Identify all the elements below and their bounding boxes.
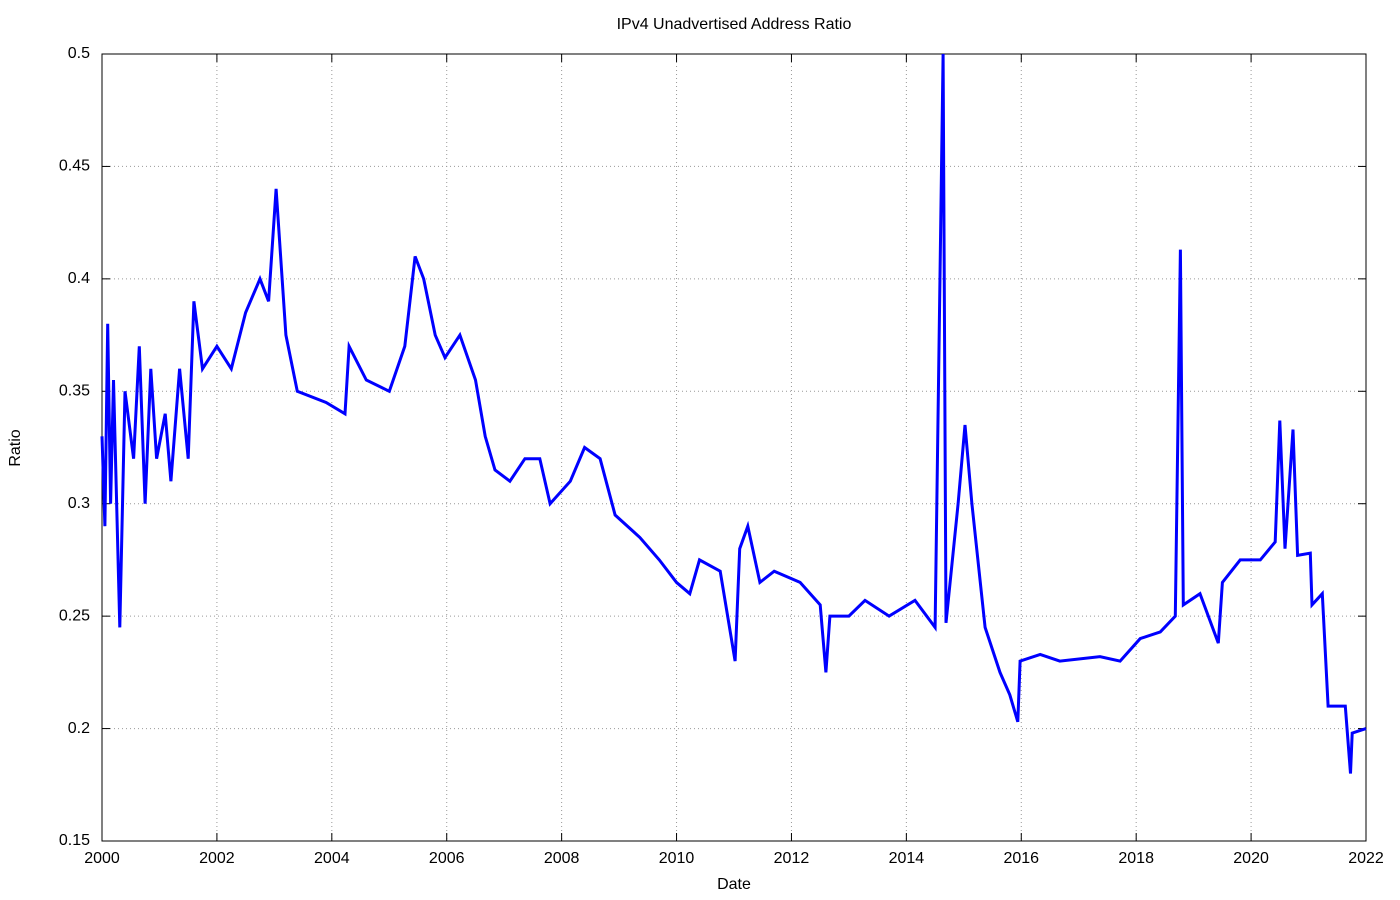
x-tick-label: 2008: [544, 850, 580, 867]
x-tick-label: 2012: [774, 850, 810, 867]
y-tick-label: 0.3: [68, 495, 90, 512]
data-line: [100, 53, 1367, 774]
x-tick-label: 2016: [1003, 850, 1039, 867]
x-axis-label: Date: [717, 876, 751, 893]
x-tick-label: 2020: [1233, 850, 1269, 867]
y-tick-label: 0.25: [59, 607, 90, 624]
x-tick-label: 2004: [314, 850, 350, 867]
x-tick-label: 2000: [84, 850, 120, 867]
y-tick-label: 0.35: [59, 383, 90, 400]
y-tick-label: 0.5: [68, 45, 90, 62]
x-tick-label: 2018: [1118, 850, 1154, 867]
x-tick-label: 2014: [889, 850, 925, 867]
y-tick-label: 0.4: [68, 270, 90, 287]
x-tick-label: 2006: [429, 850, 465, 867]
y-tick-label: 0.15: [59, 832, 90, 849]
y-axis-label: Ratio: [7, 429, 24, 466]
x-tick-label: 2002: [199, 850, 235, 867]
x-tick-label: 2022: [1348, 850, 1384, 867]
x-tick-label: 2010: [659, 850, 695, 867]
chart-title: IPv4 Unadvertised Address Ratio: [617, 16, 852, 33]
y-tick-label: 0.2: [68, 720, 90, 737]
y-tick-label: 0.45: [59, 158, 90, 175]
